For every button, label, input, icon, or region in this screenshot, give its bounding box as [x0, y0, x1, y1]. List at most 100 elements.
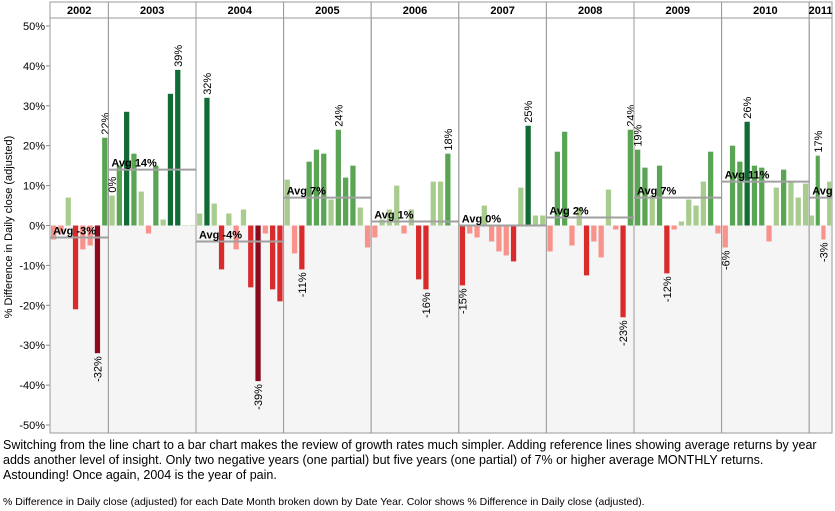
bar: [635, 149, 641, 226]
data-label: -11%: [297, 272, 309, 297]
year-panel-2008: 2008 Avg 2% -23% 24%: [545, 1, 637, 434]
year-panel-2011: 2011 Avg 17% -3%: [808, 1, 833, 434]
bar: [518, 187, 524, 226]
bar: [226, 213, 232, 226]
bar: [474, 225, 480, 238]
data-label: 24%: [333, 104, 345, 126]
bar: [773, 187, 779, 226]
bar: [664, 225, 670, 274]
year-panel-2007: 2007 Avg 0% -15% 25%: [457, 1, 547, 434]
bar: [372, 225, 378, 238]
data-label: -12%: [662, 276, 674, 302]
y-tick-label: 0%: [29, 221, 45, 233]
bar: [598, 225, 604, 258]
bar: [131, 153, 137, 226]
bar: [708, 151, 714, 226]
data-label: 0%: [107, 176, 119, 192]
bar: [766, 225, 772, 242]
y-tick-label: 40%: [23, 61, 45, 73]
average-label: Avg 1%: [374, 210, 414, 222]
negative-zone-bg: [196, 225, 284, 433]
data-label: 24%: [625, 104, 637, 126]
bar: [510, 225, 517, 262]
year-header-label: 2009: [666, 5, 690, 17]
year-panel-2009: 2009 Avg 7% 19% -12%: [633, 1, 723, 434]
bar: [759, 167, 765, 226]
bar: [145, 225, 152, 234]
bar: [751, 165, 758, 226]
year-header-label: 2011: [809, 5, 833, 17]
year-panel-2005: 2005 Avg 7% -11% 24%: [283, 1, 372, 434]
year-panels: 2002 Avg -3% -32% 22% 2003 Avg 14% 0% 39% 2004 Av…: [49, 1, 833, 434]
negative-zone-bg: [809, 225, 832, 433]
bar: [233, 225, 239, 250]
bar: [737, 161, 743, 226]
bar: [591, 225, 597, 242]
bar: [481, 205, 487, 226]
bar: [467, 225, 473, 234]
bar: [394, 185, 400, 226]
data-label: -39%: [253, 384, 265, 410]
bar: [313, 149, 320, 226]
bar: [503, 225, 509, 256]
data-label: -15%: [457, 288, 469, 314]
bar: [554, 151, 560, 226]
bar: [197, 213, 203, 226]
bar: [781, 169, 787, 226]
bar: [211, 203, 217, 226]
data-label: -32%: [92, 356, 104, 382]
year-header-label: 2005: [315, 5, 339, 17]
data-label: 17%: [813, 130, 825, 152]
bar: [445, 153, 451, 226]
bar: [87, 225, 93, 246]
bar: [700, 181, 706, 226]
bar: [489, 225, 495, 242]
bar: [284, 179, 290, 226]
year-header-label: 2002: [67, 5, 91, 17]
data-label: 18%: [443, 128, 455, 150]
bar: [715, 225, 721, 234]
bar: [430, 181, 436, 226]
average-label: Avg 14%: [111, 158, 157, 170]
year-header-label: 2010: [753, 5, 777, 17]
year-header-label: 2008: [578, 5, 602, 17]
bar: [51, 225, 57, 240]
year-panel-2004: 2004 Avg -4% 32% -39%: [195, 1, 285, 434]
chart-footnote: % Difference in Daily close (adjusted) f…: [3, 496, 645, 508]
bar: [65, 197, 71, 226]
bar: [722, 225, 728, 248]
year-header-label: 2007: [490, 5, 514, 17]
data-label: 26%: [742, 97, 754, 119]
bar: [802, 183, 809, 226]
bar: [270, 225, 276, 290]
bar: [240, 209, 247, 226]
bar: [401, 225, 407, 234]
chart-caption: Switching from the line chart to a bar c…: [3, 438, 817, 482]
y-tick-label: -50%: [19, 420, 45, 432]
data-label: 22%: [100, 112, 112, 134]
average-label: Avg 11%: [725, 170, 770, 182]
data-label: -6%: [720, 250, 732, 270]
year-header-label: 2003: [140, 5, 164, 17]
year-panel-border: [808, 17, 833, 434]
bar: [686, 199, 692, 226]
bar: [255, 225, 261, 382]
average-label: Avg: [812, 186, 832, 198]
y-tick-label: -30%: [19, 340, 45, 352]
y-axis: -50% -40% -30% -20% -10% 0% 10% 20% 30% 40% 50%: [19, 21, 50, 432]
bar: [343, 177, 349, 226]
bar: [138, 191, 144, 226]
bar: [416, 225, 422, 280]
y-tick-label: -20%: [19, 300, 45, 312]
y-tick-label: 10%: [23, 181, 45, 193]
average-label: Avg 7%: [637, 186, 677, 198]
bar: [613, 225, 619, 230]
year-header-label: 2004: [228, 5, 253, 17]
bar: [656, 165, 663, 226]
negative-zone-bg: [371, 225, 459, 433]
bar: [72, 225, 79, 310]
average-label: Avg 7%: [287, 186, 327, 198]
y-tick-label: 50%: [23, 21, 45, 33]
bar: [423, 225, 429, 290]
data-label: -23%: [618, 320, 630, 346]
